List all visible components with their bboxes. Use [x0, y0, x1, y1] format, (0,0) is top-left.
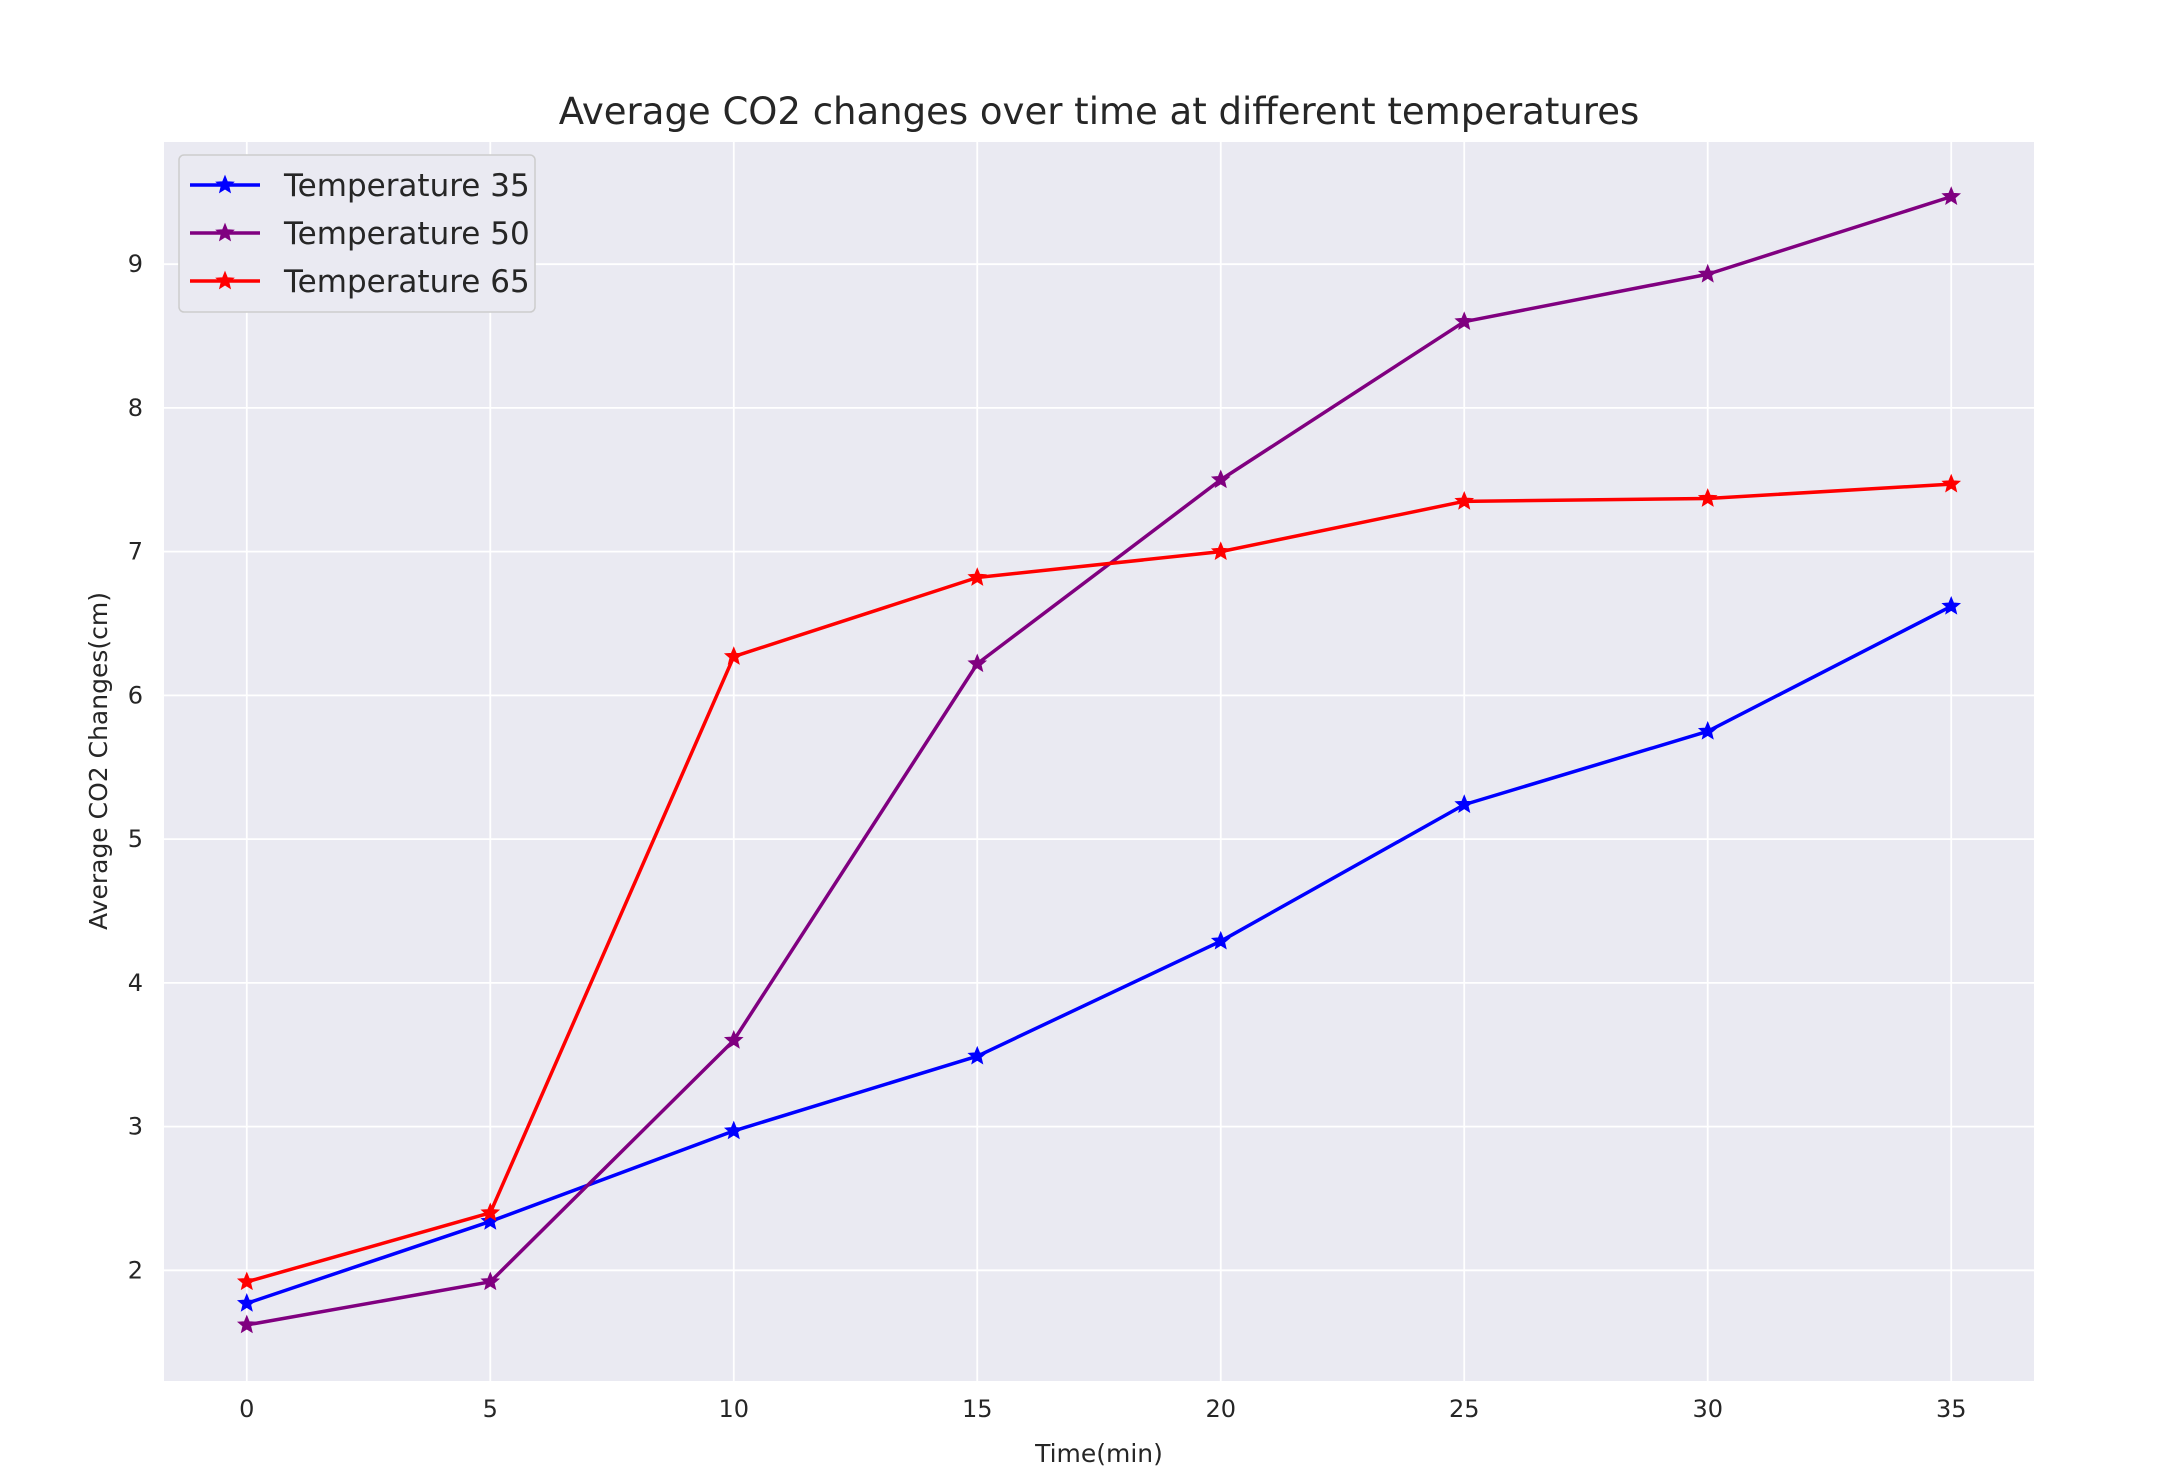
- x-axis-label: Time(min): [1034, 1439, 1163, 1468]
- x-tick-label: 30: [1692, 1395, 1723, 1423]
- x-tick-label: 25: [1449, 1395, 1480, 1423]
- data-point: [967, 653, 988, 673]
- x-tick-label: 15: [962, 1395, 993, 1423]
- data-point: [480, 1211, 501, 1230]
- series-3: [236, 473, 1962, 1291]
- legend-label: Temperature 50: [283, 216, 530, 252]
- x-tick-labels: 0 5 10 15 20 25 30 35: [239, 1395, 1966, 1423]
- data-point: [1454, 311, 1475, 331]
- data-point: [1941, 595, 1962, 615]
- data-point: [1697, 263, 1718, 283]
- x-tick-label: 20: [1205, 1395, 1236, 1423]
- data-point: [723, 1120, 744, 1140]
- data-point: [1454, 794, 1475, 813]
- legend-item: Temperature 35: [190, 168, 530, 204]
- data-point: [1941, 473, 1962, 493]
- legend-item: Temperature 65: [190, 264, 530, 300]
- data-point: [236, 1271, 257, 1291]
- series-line: [246, 194, 1952, 1327]
- data-point: [723, 1030, 744, 1049]
- legend-box: [178, 154, 536, 313]
- series-layer: [236, 186, 1962, 1334]
- data-point: [967, 1045, 988, 1065]
- y-tick-label: 4: [128, 969, 143, 997]
- data-point: [1941, 186, 1962, 205]
- y-tick-label: 7: [128, 538, 143, 566]
- y-tick-label: 3: [128, 1113, 143, 1141]
- data-point: [723, 646, 744, 665]
- data-point: [236, 1314, 257, 1334]
- y-tick-label: 8: [128, 394, 143, 422]
- y-tick-label: 5: [128, 825, 143, 853]
- x-tick-label: 35: [1936, 1395, 1967, 1423]
- chart-title: Average CO2 changes over time at differe…: [559, 90, 1639, 133]
- y-tick-label: 9: [128, 250, 143, 278]
- y-tick-label: 2: [128, 1256, 143, 1284]
- plot-area: [164, 142, 2034, 1381]
- legend-marker: [215, 270, 235, 290]
- legend-item: Temperature 50: [190, 216, 530, 252]
- grid: [164, 142, 2034, 1381]
- data-point: [1697, 488, 1718, 507]
- legend: Temperature 35 Temperature 50 Temperature …: [178, 154, 536, 313]
- series-2: [236, 186, 1962, 1334]
- data-point: [1454, 491, 1475, 510]
- data-point: [1210, 541, 1231, 561]
- data-point: [1210, 930, 1231, 950]
- series-line: [246, 604, 1953, 1306]
- y-axis-label: Average CO2 Changes(cm): [84, 592, 113, 930]
- series-line: [246, 482, 1952, 1284]
- data-point: [1210, 469, 1231, 489]
- x-tick-label: 5: [483, 1395, 498, 1423]
- series-1: [236, 595, 1962, 1312]
- data-point: [967, 567, 988, 586]
- x-tick-label: 10: [718, 1395, 749, 1423]
- data-point: [1697, 720, 1718, 740]
- x-tick-label: 0: [239, 1395, 254, 1423]
- legend-label: Temperature 35: [283, 168, 530, 204]
- y-tick-label: 6: [128, 681, 143, 709]
- y-tick-labels: 2 3 4 5 6 7 8 9: [128, 250, 143, 1284]
- legend-marker: [215, 174, 235, 194]
- data-point: [236, 1293, 257, 1312]
- data-point: [480, 1271, 501, 1291]
- legend-label: Temperature 65: [283, 264, 530, 300]
- legend-marker: [215, 222, 235, 242]
- data-point: [480, 1202, 501, 1222]
